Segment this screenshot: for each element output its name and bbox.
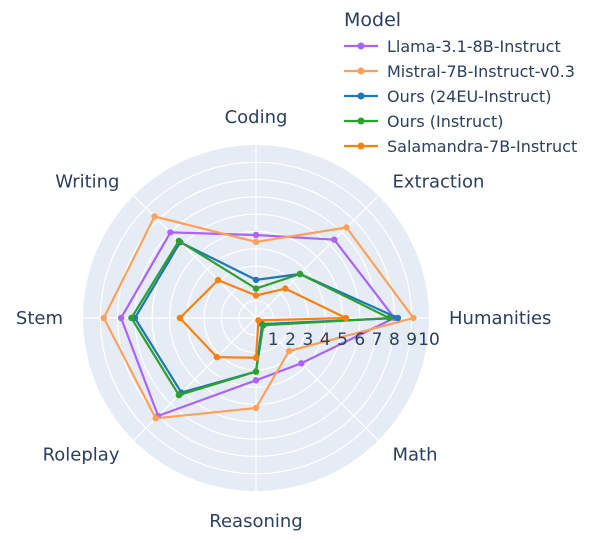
data-point bbox=[252, 404, 260, 412]
data-point bbox=[342, 314, 350, 322]
data-point bbox=[128, 314, 135, 322]
legend-label: Ours (Instruct) bbox=[387, 112, 503, 131]
radial-tick-label: 3 bbox=[302, 330, 313, 350]
data-point bbox=[252, 238, 260, 246]
data-point bbox=[252, 292, 260, 299]
radial-tick-label: 10 bbox=[418, 330, 440, 350]
legend-item[interactable]: Mistral-7B-Instruct-v0.3 bbox=[344, 62, 575, 81]
data-point bbox=[410, 314, 417, 322]
data-point bbox=[151, 213, 158, 220]
legend-marker bbox=[357, 67, 365, 75]
radial-tick-labels: 1 2 3 4 5 6 7 8 9 10 bbox=[268, 330, 440, 350]
legend-item[interactable]: Salamandra-7B-Instruct bbox=[344, 137, 577, 156]
legend-marker bbox=[357, 117, 365, 125]
category-label-writing: Writing bbox=[55, 172, 119, 193]
legend-item[interactable]: Ours (Instruct) bbox=[344, 112, 503, 131]
category-label-coding: Coding bbox=[225, 107, 288, 128]
legend-item[interactable]: Ours (24EU-Instruct) bbox=[344, 87, 551, 106]
radial-tick-label: 6 bbox=[354, 330, 365, 350]
category-label-extraction: Extraction bbox=[393, 172, 485, 193]
category-label-math: Math bbox=[393, 445, 438, 466]
data-point bbox=[386, 314, 393, 322]
data-point bbox=[252, 285, 260, 292]
data-point bbox=[175, 391, 183, 399]
data-point bbox=[285, 347, 293, 355]
data-point bbox=[214, 276, 222, 284]
data-point bbox=[152, 415, 159, 422]
data-point bbox=[298, 360, 305, 367]
legend-label: Ours (24EU-Instruct) bbox=[387, 87, 551, 106]
data-point bbox=[252, 354, 260, 361]
radial-tick-label: 2 bbox=[285, 330, 296, 350]
series-mistral-7b-instruct-v0-3 bbox=[100, 213, 417, 422]
data-point bbox=[167, 229, 174, 236]
data-point bbox=[252, 377, 260, 384]
data-point bbox=[175, 237, 183, 245]
series-ours-instruct- bbox=[128, 237, 393, 399]
category-label-reasoning: Reasoning bbox=[209, 511, 302, 532]
legend-label: Salamandra-7B-Instruct bbox=[387, 137, 577, 156]
radial-tick-label: 5 bbox=[337, 330, 348, 350]
legend-marker bbox=[357, 92, 365, 100]
legend-item[interactable]: Llama-3.1-8B-Instruct bbox=[344, 37, 561, 56]
data-point bbox=[255, 317, 262, 324]
data-point bbox=[331, 236, 338, 243]
data-point bbox=[252, 368, 260, 375]
legend-title: Model bbox=[344, 9, 401, 31]
legend[interactable]: Model Llama-3.1-8B-Instruct Mistral-7B-In… bbox=[344, 9, 577, 156]
data-point bbox=[176, 314, 184, 322]
data-point bbox=[213, 353, 221, 361]
legend-marker bbox=[357, 42, 365, 50]
legend-label: Llama-3.1-8B-Instruct bbox=[387, 37, 561, 56]
legend-label: Mistral-7B-Instruct-v0.3 bbox=[387, 62, 575, 81]
grid-spoke bbox=[255, 317, 379, 441]
data-point bbox=[252, 276, 260, 284]
series-salamandra-7b-instruct bbox=[176, 276, 350, 361]
legend-marker bbox=[357, 142, 365, 150]
radial-tick-label: 4 bbox=[320, 330, 331, 350]
data-point bbox=[296, 270, 304, 278]
data-point bbox=[252, 231, 260, 239]
data-point bbox=[117, 314, 125, 322]
radial-tick-label: 7 bbox=[372, 330, 383, 350]
data-point bbox=[100, 314, 108, 322]
data-point bbox=[260, 322, 267, 329]
radial-tick-label: 9 bbox=[406, 330, 417, 350]
angular-category-labels: Humanities Extraction Coding Writing Stem Rol… bbox=[16, 107, 552, 532]
category-label-stem: Stem bbox=[16, 308, 63, 329]
radial-tick-label: 1 bbox=[268, 330, 279, 350]
data-point bbox=[394, 314, 402, 322]
data-point bbox=[343, 224, 350, 231]
series-layer bbox=[100, 213, 417, 422]
grid-spoke bbox=[255, 195, 379, 319]
category-label-roleplay: Roleplay bbox=[43, 445, 120, 466]
data-point bbox=[282, 285, 289, 292]
category-label-humanities: Humanities bbox=[449, 308, 551, 329]
radial-tick-label: 8 bbox=[389, 330, 400, 350]
